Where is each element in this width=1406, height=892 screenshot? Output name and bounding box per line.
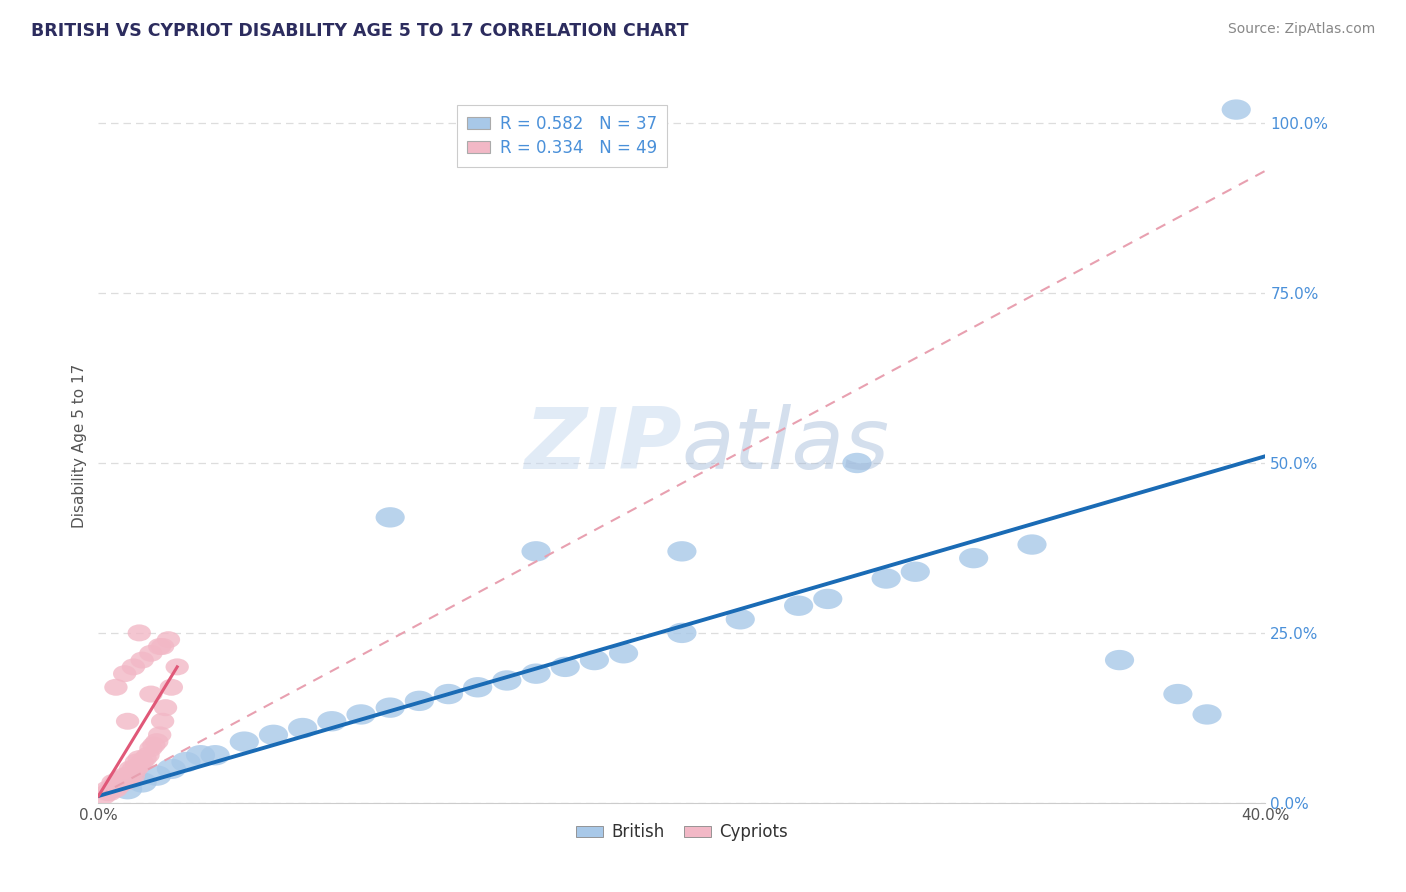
Ellipse shape (1163, 684, 1192, 705)
Ellipse shape (107, 777, 131, 794)
Ellipse shape (101, 780, 125, 797)
Ellipse shape (142, 737, 166, 754)
Ellipse shape (142, 765, 172, 786)
Legend: British, Cypriots: British, Cypriots (569, 817, 794, 848)
Ellipse shape (186, 745, 215, 765)
Ellipse shape (110, 774, 134, 791)
Ellipse shape (288, 718, 318, 739)
Ellipse shape (668, 541, 696, 562)
Ellipse shape (492, 670, 522, 690)
Ellipse shape (160, 679, 183, 696)
Ellipse shape (346, 705, 375, 724)
Ellipse shape (125, 760, 148, 777)
Ellipse shape (375, 508, 405, 527)
Ellipse shape (139, 740, 163, 757)
Ellipse shape (110, 771, 134, 788)
Ellipse shape (120, 767, 142, 784)
Ellipse shape (259, 724, 288, 745)
Ellipse shape (131, 651, 153, 669)
Ellipse shape (150, 638, 174, 655)
Text: atlas: atlas (682, 404, 890, 488)
Ellipse shape (1192, 705, 1222, 724)
Ellipse shape (104, 780, 128, 797)
Ellipse shape (150, 713, 174, 730)
Ellipse shape (139, 645, 163, 662)
Ellipse shape (115, 767, 139, 784)
Ellipse shape (125, 754, 148, 771)
Ellipse shape (1222, 99, 1251, 120)
Ellipse shape (122, 658, 145, 675)
Ellipse shape (166, 658, 188, 675)
Ellipse shape (120, 760, 142, 777)
Text: ZIP: ZIP (524, 404, 682, 488)
Ellipse shape (813, 589, 842, 609)
Ellipse shape (148, 726, 172, 743)
Ellipse shape (463, 677, 492, 698)
Ellipse shape (785, 596, 813, 615)
Ellipse shape (609, 643, 638, 664)
Ellipse shape (104, 679, 128, 696)
Ellipse shape (98, 784, 122, 801)
Ellipse shape (112, 665, 136, 682)
Ellipse shape (131, 754, 153, 771)
Ellipse shape (522, 664, 551, 684)
Ellipse shape (668, 623, 696, 643)
Ellipse shape (98, 780, 122, 797)
Ellipse shape (153, 699, 177, 716)
Ellipse shape (115, 713, 139, 730)
Ellipse shape (318, 711, 346, 731)
Ellipse shape (872, 568, 901, 589)
Ellipse shape (112, 767, 136, 784)
Ellipse shape (139, 686, 163, 703)
Ellipse shape (112, 779, 142, 799)
Ellipse shape (93, 788, 115, 805)
Ellipse shape (901, 562, 929, 582)
Ellipse shape (122, 760, 145, 777)
Ellipse shape (145, 733, 169, 750)
Ellipse shape (101, 774, 125, 791)
Ellipse shape (96, 780, 120, 797)
Text: BRITISH VS CYPRIOT DISABILITY AGE 5 TO 17 CORRELATION CHART: BRITISH VS CYPRIOT DISABILITY AGE 5 TO 1… (31, 22, 689, 40)
Ellipse shape (128, 772, 157, 793)
Ellipse shape (134, 750, 157, 767)
Ellipse shape (551, 657, 579, 677)
Ellipse shape (172, 752, 201, 772)
Ellipse shape (434, 684, 463, 705)
Ellipse shape (522, 541, 551, 562)
Ellipse shape (148, 638, 172, 655)
Ellipse shape (115, 771, 139, 788)
Ellipse shape (201, 745, 229, 765)
Ellipse shape (101, 777, 125, 794)
Ellipse shape (1018, 534, 1046, 555)
Ellipse shape (229, 731, 259, 752)
Ellipse shape (157, 632, 180, 648)
Text: Source: ZipAtlas.com: Source: ZipAtlas.com (1227, 22, 1375, 37)
Ellipse shape (122, 767, 145, 784)
Ellipse shape (1105, 650, 1135, 670)
Ellipse shape (112, 774, 136, 791)
Ellipse shape (405, 690, 434, 711)
Ellipse shape (842, 453, 872, 473)
Ellipse shape (96, 784, 120, 801)
Ellipse shape (959, 548, 988, 568)
Ellipse shape (157, 758, 186, 779)
Ellipse shape (104, 774, 128, 791)
Ellipse shape (128, 624, 150, 641)
Ellipse shape (107, 774, 131, 791)
Ellipse shape (725, 609, 755, 630)
Y-axis label: Disability Age 5 to 17: Disability Age 5 to 17 (72, 364, 87, 528)
Ellipse shape (136, 747, 160, 764)
Ellipse shape (128, 750, 150, 767)
Ellipse shape (128, 757, 150, 774)
Ellipse shape (107, 771, 131, 788)
Ellipse shape (579, 650, 609, 670)
Ellipse shape (375, 698, 405, 718)
